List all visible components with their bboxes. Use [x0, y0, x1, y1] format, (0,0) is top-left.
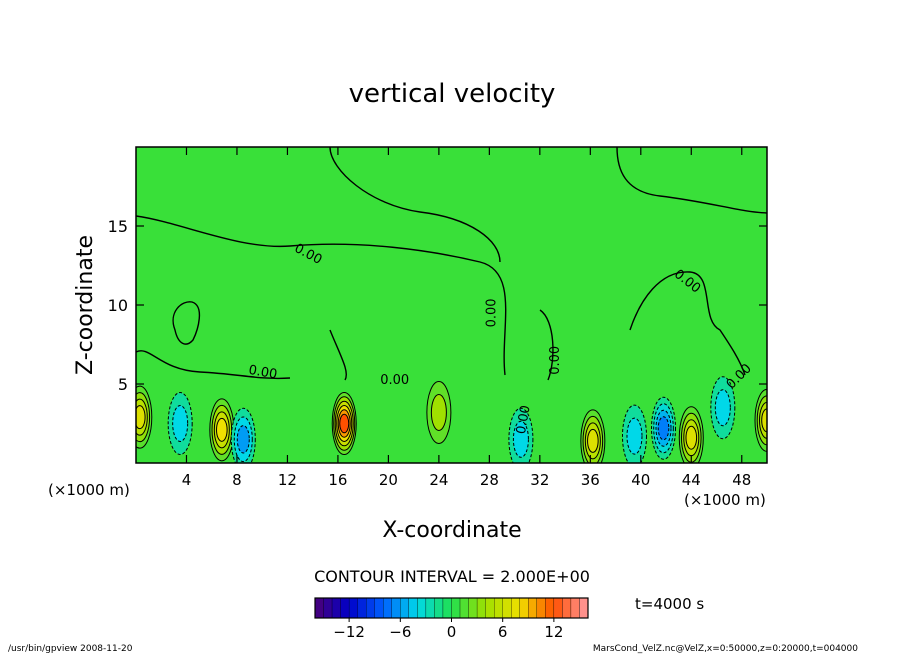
- time-label: t=4000 s: [635, 595, 704, 613]
- colorbar-slice: [553, 597, 563, 619]
- colorbar-slice: [323, 597, 333, 619]
- x-tick-label: 28: [480, 471, 499, 489]
- updraft-core-3-level-1: [430, 393, 447, 431]
- colorbar-slices: [314, 597, 589, 619]
- zero-contour-center: [329, 329, 347, 381]
- colorbar-tick-label: −6: [389, 623, 411, 641]
- colorbar-slice: [314, 597, 324, 619]
- updraft-core-6-level-3: [761, 408, 767, 433]
- colorbar-slice: [511, 597, 520, 619]
- plot-area: 0.000.000.000.000.000.000.000.00: [135, 146, 768, 464]
- zero-contour-left: [136, 215, 507, 376]
- colorbar-slice: [400, 597, 409, 619]
- colorbar-slice: [476, 597, 486, 619]
- updraft-core-4-level-3: [587, 428, 599, 453]
- x-unit-right: (×1000 m): [684, 491, 766, 509]
- colorbar-slice: [383, 597, 392, 619]
- x-axis-label: X-coordinate: [382, 518, 521, 543]
- zero-contour-right-a: [629, 271, 746, 376]
- downdraft-core-11-level-3: [657, 416, 670, 441]
- zero-contour-right-b: [539, 309, 554, 381]
- x-tick-label: 40: [631, 471, 650, 489]
- colorbar-slice: [366, 597, 375, 619]
- colorbar-ticks: −12 −6 0 6 12: [333, 618, 563, 641]
- zero-contour-low-left: [136, 350, 291, 380]
- downdraft-core-9-level-1: [512, 420, 529, 458]
- x-tick-label: 36: [581, 471, 600, 489]
- colorbar-slice: [451, 597, 461, 619]
- colorbar-slice: [545, 597, 555, 619]
- updraft-core-0-level-3: [136, 405, 146, 430]
- x-tick-label: 48: [732, 471, 751, 489]
- x-tick-label: 20: [379, 471, 398, 489]
- colorbar-slice: [374, 597, 384, 619]
- colorbar-slice: [459, 597, 469, 619]
- colorbar-slice: [417, 597, 427, 619]
- updraft-core-2-level-5: [339, 413, 350, 434]
- colorbar-slice: [348, 597, 358, 619]
- colorbar-slice: [485, 597, 495, 619]
- colorbar-tick-label: 12: [544, 623, 563, 641]
- updraft-core-1-level-3: [216, 417, 228, 442]
- colorbar-slice: [519, 597, 529, 619]
- downdraft-core-10-level-1: [626, 417, 643, 455]
- colorbar-slice: [570, 597, 580, 619]
- colorbar-slice: [340, 597, 350, 619]
- colorbar-slice: [408, 597, 418, 619]
- colorbar-slice: [434, 597, 444, 619]
- y-tick-label: 15: [108, 217, 128, 236]
- colorbar-slice: [536, 597, 546, 619]
- contour-label: 0.00: [514, 404, 534, 435]
- shaded-field: [136, 376, 767, 463]
- footer-left: /usr/bin/gpview 2008-11-20: [8, 644, 133, 654]
- contour-lines: [136, 147, 767, 381]
- x-tick-label: 24: [429, 471, 448, 489]
- x-tick-label: 32: [530, 471, 549, 489]
- colorbar-slice: [494, 597, 503, 619]
- colorbar-tick-label: −12: [333, 623, 365, 641]
- contour-label: 0.00: [380, 373, 409, 388]
- x-tick-label: 12: [278, 471, 297, 489]
- contour-label: 0.00: [548, 346, 563, 375]
- colorbar-slice: [502, 597, 512, 619]
- footer-right: MarsCond_VelZ.nc@VelZ,x=0:50000,z=0:2000…: [593, 644, 858, 654]
- colorbar-tick-label: 0: [447, 623, 457, 641]
- updraft-core-5-level-3: [685, 425, 698, 450]
- x-tick-label: 16: [328, 471, 347, 489]
- colorbar-slice: [357, 597, 367, 619]
- contour-label: 0.00: [247, 363, 278, 383]
- colorbar-slice: [528, 597, 537, 619]
- colorbar-slice: [331, 597, 341, 619]
- x-tick-label: 4: [182, 471, 192, 489]
- y-tick-label: 10: [108, 296, 128, 315]
- colorbar-slice: [442, 597, 452, 619]
- colorbar: −12 −6 0 6 12: [314, 597, 589, 641]
- zero-contour-top: [329, 147, 501, 263]
- y-axis-label: Z-coordinate: [73, 235, 98, 375]
- contour-label: 0.00: [485, 298, 500, 327]
- downdraft-core-7-level-1: [172, 405, 189, 442]
- chart-title: vertical velocity: [349, 79, 556, 109]
- colorbar-slice: [425, 597, 435, 619]
- contour-interval-text: CONTOUR INTERVAL = 2.000E+00: [314, 567, 590, 586]
- downdraft-core-12-level-1: [714, 389, 731, 427]
- downdraft-core-8-level-2: [236, 425, 250, 454]
- colorbar-slice: [468, 597, 478, 619]
- colorbar-tick-label: 6: [498, 623, 508, 641]
- colorbar-slice: [562, 597, 572, 619]
- x-tick-label: 8: [232, 471, 242, 489]
- y-tick-label: 5: [118, 375, 128, 394]
- x-tick-label: 44: [682, 471, 701, 489]
- colorbar-slice: [391, 597, 401, 619]
- colorbar-slice: [579, 597, 589, 619]
- zero-contour-right-top: [616, 147, 767, 214]
- zero-contour-closed-left: [172, 301, 201, 345]
- x-unit-left: (×1000 m): [48, 481, 130, 499]
